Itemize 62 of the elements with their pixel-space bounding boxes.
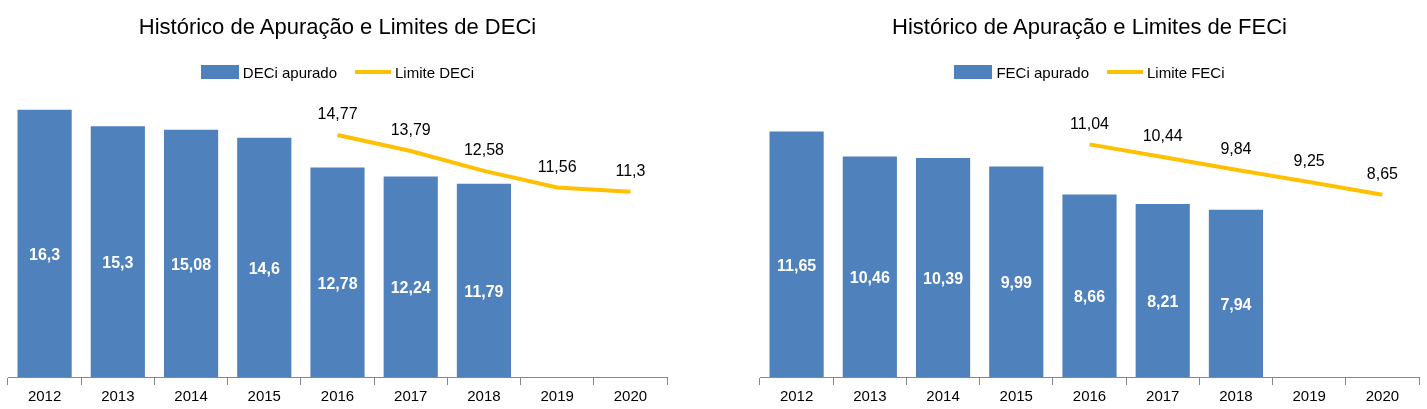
x-tick-label: 2013 — [853, 387, 887, 405]
bar — [456, 183, 512, 377]
data-label: 9,84 — [1220, 140, 1252, 158]
data-label: 14,6 — [248, 259, 280, 277]
data-label: 12,24 — [390, 279, 431, 297]
data-label: 11,3 — [615, 162, 646, 180]
x-tick-label: 2018 — [467, 387, 501, 405]
data-label: 10,44 — [1142, 127, 1183, 145]
legend-label: FECi apurado — [996, 63, 1090, 81]
data-label: 15,08 — [171, 255, 212, 273]
x-tick-label: 2019 — [1292, 387, 1326, 405]
bar — [310, 167, 365, 377]
data-label: 11,79 — [464, 282, 504, 300]
x-tick-label: 2013 — [101, 387, 135, 405]
chart-title: Histórico de Apuração e Limites de DECi — [137, 14, 538, 41]
data-label: 10,39 — [923, 269, 964, 287]
bar — [1135, 204, 1190, 377]
data-label: 16,3 — [29, 245, 61, 263]
bar — [769, 131, 824, 377]
data-label: 11,04 — [1070, 114, 1110, 132]
bar — [163, 129, 219, 377]
data-label: 8,21 — [1147, 292, 1179, 310]
x-tick-label: 2015 — [247, 387, 281, 405]
x-tick-label: 2016 — [1072, 387, 1107, 405]
chart-title: Histórico de Apuração e Limites de FECi — [891, 14, 1288, 41]
bar — [237, 137, 292, 377]
data-label: 11,65 — [777, 256, 817, 274]
data-label: 9,99 — [1000, 274, 1032, 292]
data-label: 7,94 — [1220, 295, 1252, 313]
x-tick-label: 2017 — [394, 387, 428, 405]
x-tick-label: 2020 — [1365, 387, 1400, 405]
data-label: 8,65 — [1366, 165, 1399, 183]
bar — [17, 109, 72, 377]
data-label: 13,79 — [390, 121, 431, 139]
x-tick-label: 2020 — [613, 387, 648, 405]
data-label: 9,25 — [1293, 152, 1325, 170]
bar — [989, 166, 1044, 377]
bar — [383, 176, 438, 377]
data-label: 12,58 — [463, 141, 505, 159]
legend-label: Limite DECi — [395, 63, 475, 81]
data-label: 14,77 — [317, 105, 358, 123]
x-tick-label: 2018 — [1219, 387, 1253, 405]
x-tick-label: 2017 — [1146, 387, 1180, 405]
legend-label: DECi apurado — [242, 63, 338, 81]
data-label: 15,3 — [102, 254, 134, 272]
bar — [842, 156, 897, 377]
x-tick-label: 2014 — [174, 387, 208, 405]
x-tick-label: 2016 — [320, 387, 355, 405]
data-label: 8,66 — [1073, 288, 1106, 306]
data-label: 10,46 — [849, 269, 890, 287]
data-label: 12,78 — [317, 274, 358, 292]
bar — [1062, 194, 1117, 377]
legend-label: Limite FECi — [1147, 63, 1225, 81]
x-tick-label: 2014 — [926, 387, 960, 405]
x-tick-label: 2019 — [540, 387, 574, 405]
x-tick-label: 2015 — [999, 387, 1033, 405]
bar — [1208, 209, 1264, 377]
x-tick-label: 2012 — [779, 387, 814, 405]
x-tick-label: 2012 — [27, 387, 62, 405]
data-label: 11,56 — [537, 157, 577, 175]
bar — [90, 126, 145, 377]
bar — [915, 158, 971, 377]
